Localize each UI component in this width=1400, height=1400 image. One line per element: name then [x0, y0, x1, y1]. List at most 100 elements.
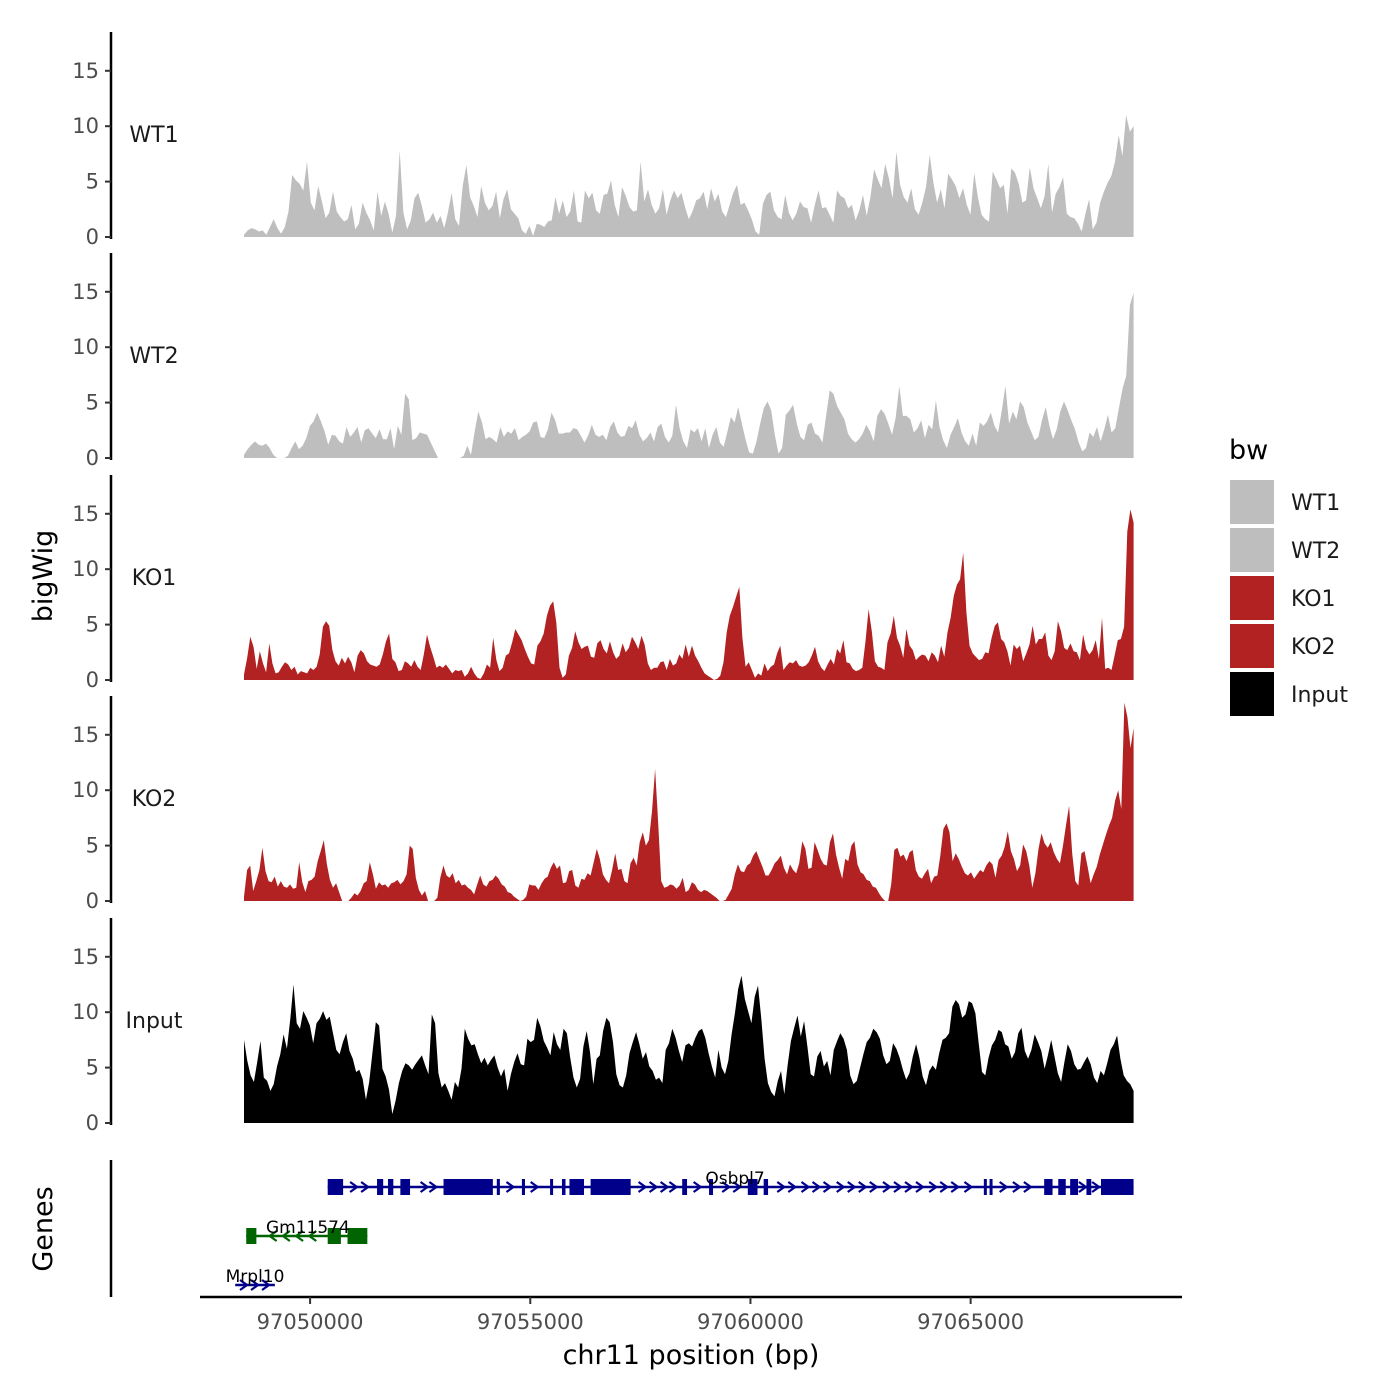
- exon-osbpl7: [1070, 1179, 1079, 1195]
- strand-arrow-osbpl7: [648, 1181, 659, 1193]
- exon-osbpl7: [1058, 1179, 1066, 1195]
- strand-arrow-osbpl7: [1012, 1181, 1022, 1193]
- strand-arrow-mrpl10: [250, 1279, 260, 1291]
- exon-osbpl7: [983, 1179, 987, 1195]
- y-tick-label: 5: [86, 613, 99, 637]
- strand-arrow-gm11574: [280, 1230, 291, 1242]
- exon-osbpl7: [763, 1179, 769, 1195]
- x-tick-label: 97065000: [917, 1310, 1024, 1334]
- track-label-ko1: KO1: [132, 566, 177, 591]
- y-tick-label: 0: [86, 889, 99, 913]
- gene-label-osbpl7: Osbpl7: [705, 1169, 764, 1189]
- y-tick-label: 5: [86, 170, 99, 194]
- strand-arrow-osbpl7: [721, 1181, 732, 1193]
- strand-arrow-osbpl7: [882, 1181, 892, 1193]
- area-ko1: [244, 509, 1134, 680]
- strand-arrow-osbpl7: [505, 1181, 516, 1193]
- strand-arrow-gm11574: [267, 1230, 278, 1242]
- legend-key-ko2: [1230, 624, 1274, 668]
- y-tick-label: 10: [72, 335, 99, 359]
- track-label-input: Input: [126, 1009, 183, 1034]
- strand-arrow-osbpl7: [360, 1181, 371, 1193]
- exon-osbpl7: [1100, 1179, 1134, 1195]
- strand-arrow-osbpl7: [787, 1181, 798, 1193]
- y-tick-label: 0: [86, 668, 99, 692]
- strand-arrow-osbpl7: [732, 1181, 743, 1193]
- exon-osbpl7: [1086, 1179, 1092, 1195]
- x-axis-title: chr11 position (bp): [563, 1340, 820, 1371]
- strand-arrow-osbpl7: [1023, 1181, 1033, 1193]
- exon-osbpl7: [1044, 1179, 1053, 1195]
- exon-osbpl7: [496, 1179, 500, 1195]
- exon-osbpl7: [443, 1179, 493, 1195]
- exon-osbpl7: [521, 1179, 525, 1195]
- strand-arrow-osbpl7: [800, 1181, 811, 1193]
- strand-arrow-osbpl7: [858, 1181, 868, 1193]
- area-ko2: [244, 702, 1134, 901]
- legend-key-ko1: [1230, 576, 1274, 620]
- x-tick-label: 97060000: [697, 1310, 804, 1334]
- y-tick-label: 10: [72, 557, 99, 581]
- exon-osbpl7: [400, 1179, 411, 1195]
- strand-arrow-mrpl10: [261, 1279, 271, 1291]
- strand-arrow-osbpl7: [419, 1181, 430, 1193]
- strand-arrow-gm11574: [294, 1230, 304, 1242]
- legend-title: bw: [1229, 435, 1268, 466]
- strand-arrow-osbpl7: [1078, 1181, 1088, 1193]
- area-wt1: [244, 115, 1134, 237]
- y-tick-label: 15: [72, 723, 99, 747]
- strand-arrow-osbpl7: [659, 1181, 670, 1193]
- legend-label-ko2: KO2: [1291, 635, 1336, 660]
- exon-gm11574: [327, 1228, 341, 1244]
- exon-osbpl7: [590, 1179, 631, 1195]
- y-axis-title-genes: Genes: [28, 1186, 59, 1271]
- strand-arrow-osbpl7: [928, 1181, 939, 1193]
- exon-osbpl7: [388, 1179, 394, 1195]
- y-tick-label: 15: [72, 280, 99, 304]
- gene-label-gm11574: Gm11574: [266, 1218, 350, 1238]
- strand-arrow-osbpl7: [950, 1181, 961, 1193]
- strand-arrow-osbpl7: [893, 1181, 903, 1193]
- y-tick-label: 5: [86, 1056, 99, 1080]
- track-label-wt2: WT2: [129, 344, 178, 369]
- exon-osbpl7: [709, 1179, 714, 1195]
- exon-osbpl7: [377, 1179, 384, 1195]
- y-axis-title-bigwig: bigWig: [28, 530, 59, 623]
- strand-arrow-osbpl7: [836, 1181, 846, 1193]
- gene-label-mrpl10: Mrpl10: [226, 1267, 285, 1287]
- strand-arrow-osbpl7: [963, 1181, 974, 1193]
- strand-arrow-osbpl7: [847, 1181, 857, 1193]
- y-tick-label: 0: [86, 225, 99, 249]
- exon-osbpl7: [989, 1179, 993, 1195]
- legend-label-ko1: KO1: [1291, 587, 1336, 612]
- exon-osbpl7: [550, 1179, 554, 1195]
- track-label-ko2: KO2: [132, 787, 177, 812]
- x-tick-label: 97050000: [257, 1310, 364, 1334]
- y-tick-label: 15: [72, 59, 99, 83]
- legend-key-wt1: [1230, 480, 1274, 524]
- strand-arrow-osbpl7: [999, 1181, 1009, 1193]
- strand-arrow-osbpl7: [1091, 1181, 1102, 1193]
- exon-gm11574: [347, 1228, 368, 1244]
- strand-arrow-osbpl7: [869, 1181, 879, 1193]
- strand-arrow-osbpl7: [776, 1181, 787, 1193]
- strand-arrow-osbpl7: [692, 1181, 703, 1193]
- area-wt2: [244, 292, 1134, 458]
- legend-label-input: Input: [1291, 683, 1348, 708]
- strand-arrow-osbpl7: [668, 1181, 679, 1193]
- strand-arrow-osbpl7: [904, 1181, 914, 1193]
- exon-osbpl7: [747, 1179, 758, 1195]
- x-tick-label: 97055000: [477, 1310, 584, 1334]
- exon-osbpl7: [327, 1179, 344, 1195]
- legend-label-wt2: WT2: [1291, 539, 1340, 564]
- area-input: [244, 975, 1134, 1123]
- legend-key-input: [1230, 672, 1274, 716]
- y-tick-label: 5: [86, 834, 99, 858]
- strand-arrow-mrpl10: [239, 1279, 249, 1291]
- strand-arrow-osbpl7: [349, 1181, 360, 1193]
- exon-osbpl7: [682, 1179, 688, 1195]
- y-tick-label: 0: [86, 446, 99, 470]
- exon-gm11574: [246, 1228, 257, 1244]
- strand-arrow-osbpl7: [822, 1181, 833, 1193]
